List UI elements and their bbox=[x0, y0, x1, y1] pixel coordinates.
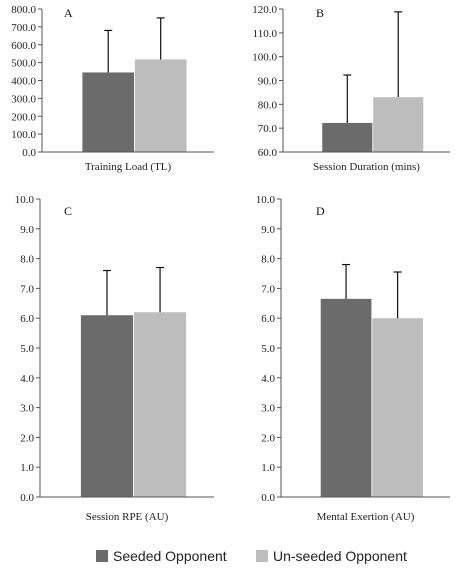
y-tick-label: 200.0 bbox=[11, 111, 36, 123]
panel-label: B bbox=[316, 6, 324, 20]
y-tick-label: 120.0 bbox=[252, 4, 277, 16]
bar-a-seeded bbox=[82, 72, 135, 152]
bar-a-unseeded bbox=[134, 59, 187, 152]
y-tick-label: 5.0 bbox=[261, 343, 275, 355]
x-axis-label: Session RPE (AU) bbox=[86, 511, 169, 523]
panel-label: A bbox=[64, 6, 73, 20]
figure: 0.0 100.0 200.0 300.0 400.0 500.0 600.0 700.0 80… bbox=[11, 4, 450, 523]
y-tick-label: 1.0 bbox=[20, 462, 34, 474]
y-tick-label: 0.0 bbox=[261, 492, 275, 504]
y-tick-label: 7.0 bbox=[20, 283, 34, 295]
y-tick-label: 4.0 bbox=[261, 373, 275, 385]
y-tick-label: 8.0 bbox=[261, 254, 275, 266]
legend-item-seeded: Seeded Opponent bbox=[96, 548, 227, 564]
y-tick-label: 500.0 bbox=[11, 58, 36, 70]
y-tick-label: 3.0 bbox=[20, 403, 34, 415]
legend-label-unseeded: Un-seeded Opponent bbox=[273, 548, 407, 564]
y-tick-label: 3.0 bbox=[261, 403, 275, 415]
y-tick-label: 800.0 bbox=[11, 4, 36, 16]
panel-c: 0.0 1.0 2.0 3.0 4.0 5.0 6.0 7.0 8.0 9.0 10.0 C Sessi… bbox=[15, 194, 214, 523]
x-axis-label: Mental Exertion (AU) bbox=[317, 511, 415, 523]
panel-label: D bbox=[316, 204, 325, 218]
y-tick-label: 80.0 bbox=[258, 99, 278, 111]
bar-d-seeded bbox=[320, 298, 372, 497]
y-tick-label: 5.0 bbox=[20, 343, 34, 355]
y-tick-label: 700.0 bbox=[11, 22, 36, 34]
y-tick-label: 60.0 bbox=[258, 147, 278, 159]
y-tick-label: 2.0 bbox=[20, 432, 34, 444]
y-tick-label: 6.0 bbox=[20, 313, 34, 325]
y-tick-label: 8.0 bbox=[20, 254, 34, 266]
panel-b: 60.0 70.0 80.0 90.0 100.0 110.0 120.0 B Session … bbox=[252, 4, 450, 173]
y-tick-label: 6.0 bbox=[261, 313, 275, 325]
y-tick-label: 90.0 bbox=[258, 76, 278, 88]
legend: Seeded Opponent Un-seeded Opponent bbox=[0, 548, 474, 568]
y-tick-label: 100.0 bbox=[11, 129, 36, 141]
y-tick-label: 100.0 bbox=[252, 52, 277, 64]
x-axis-label: Session Duration (mins) bbox=[313, 161, 420, 173]
x-axis-label: Training Load (TL) bbox=[85, 161, 172, 173]
y-tick-label: 70.0 bbox=[258, 123, 278, 135]
y-tick-label: 9.0 bbox=[261, 224, 275, 236]
panel-a: 0.0 100.0 200.0 300.0 400.0 500.0 600.0 700.0 80… bbox=[11, 4, 214, 173]
legend-swatch-seeded bbox=[96, 550, 108, 562]
panel-label: C bbox=[64, 204, 72, 218]
y-tick-label: 10.0 bbox=[256, 194, 276, 206]
legend-swatch-unseeded bbox=[256, 550, 268, 562]
bar-c-unseeded bbox=[133, 312, 187, 497]
y-tick-label: 10.0 bbox=[15, 194, 35, 206]
bar-d-unseeded bbox=[372, 318, 423, 497]
y-tick-label: 4.0 bbox=[20, 373, 34, 385]
y-tick-label: 0.0 bbox=[20, 492, 34, 504]
bar-b-unseeded bbox=[373, 97, 424, 152]
y-tick-label: 110.0 bbox=[253, 28, 278, 40]
legend-item-unseeded: Un-seeded Opponent bbox=[256, 548, 407, 564]
y-tick-label: 9.0 bbox=[20, 224, 34, 236]
panel-d: 0.0 1.0 2.0 3.0 4.0 5.0 6.0 7.0 8.0 9.0 10.0 D Menta… bbox=[256, 194, 450, 523]
y-tick-label: 7.0 bbox=[261, 283, 275, 295]
y-tick-label: 600.0 bbox=[11, 40, 36, 52]
bar-b-seeded bbox=[322, 122, 373, 152]
y-tick-label: 1.0 bbox=[261, 462, 275, 474]
y-tick-label: 0.0 bbox=[22, 147, 36, 159]
bar-c-seeded bbox=[80, 315, 134, 497]
legend-label-seeded: Seeded Opponent bbox=[113, 548, 227, 564]
y-tick-label: 300.0 bbox=[11, 93, 36, 105]
y-tick-label: 2.0 bbox=[261, 432, 275, 444]
y-tick-label: 400.0 bbox=[11, 76, 36, 88]
